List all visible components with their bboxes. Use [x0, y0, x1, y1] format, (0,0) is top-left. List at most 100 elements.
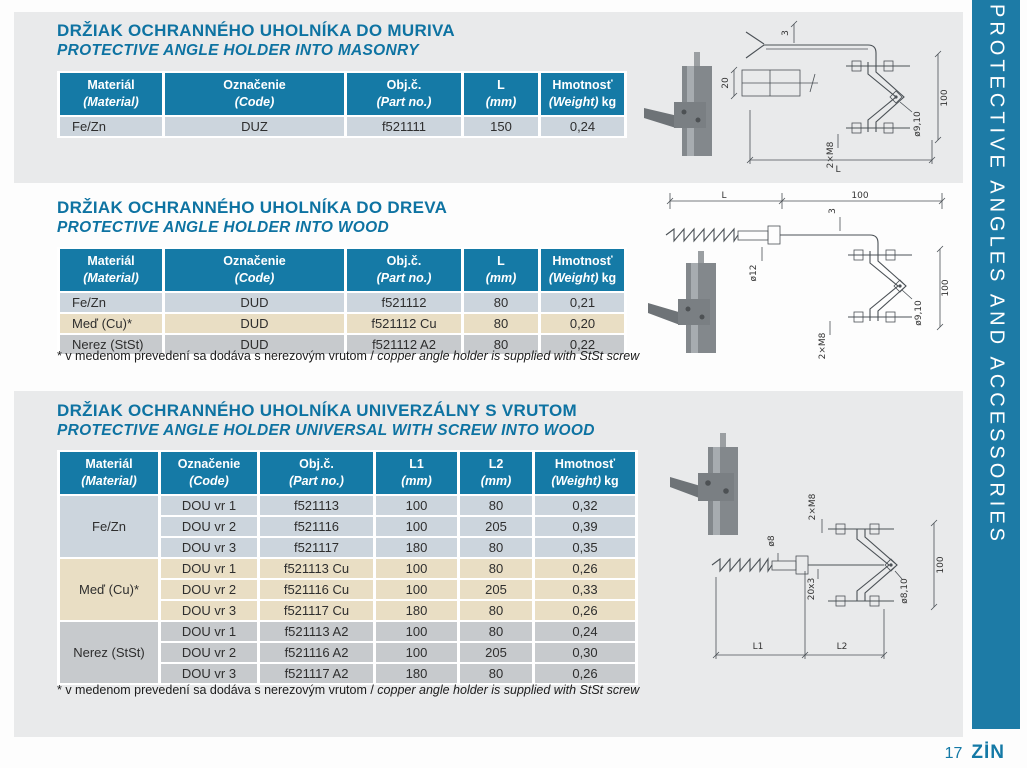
cell-l: 150: [461, 114, 541, 138]
cell-part: f521111: [344, 114, 464, 138]
header-row: Materiál (Material) Označenie (Code) Obj.č…: [57, 71, 627, 117]
dim-label-thickness: 3: [828, 208, 838, 214]
dim-label-100: 100: [936, 556, 946, 573]
table-row: DOU vr 3 f521117 A2 180 80 0,26: [59, 661, 638, 685]
cell-weight: 0,30: [532, 640, 638, 664]
cell-weight: 0,20: [538, 311, 627, 335]
dim-label-100-top: 100: [851, 191, 868, 201]
cell-code: DOU vr 2: [158, 514, 260, 538]
product-table-wood: Materiál (Material) Označenie (Code) Obj.č…: [57, 247, 627, 356]
table-row: DOU vr 3 f521117 180 80 0,35: [59, 535, 638, 559]
product-table-universal: Materiál (Material) Označenie (Code) Obj.č…: [57, 450, 638, 685]
cell-part: f521116 A2: [257, 640, 376, 664]
cell-l1: 100: [373, 619, 460, 643]
cell-l2: 80: [457, 619, 535, 643]
cell-part: f521112 A2: [344, 332, 464, 356]
cell-part: f521112 Cu: [344, 311, 464, 335]
table-row: DOU vr 3 f521117 Cu 180 80 0,26: [59, 598, 638, 622]
section-wood: DRŽIAK OCHRANNÉHO UHOLNÍKA DO DREVA PROT…: [14, 183, 963, 391]
col-l: L (mm): [461, 71, 541, 117]
cell-l1: 180: [373, 598, 460, 622]
section-title-sk: DRŽIAK OCHRANNÉHO UHOLNÍKA DO DREVA: [57, 198, 448, 217]
cell-part: f521113: [257, 493, 376, 517]
cell-part: f521117: [257, 535, 376, 559]
dim-label-100: 100: [941, 279, 951, 296]
cell-l2: 205: [457, 640, 535, 664]
dim-label-hole: ø9,10: [913, 111, 923, 137]
product-table-masonry: Materiál (Material) Označenie (Code) Obj.č…: [57, 71, 627, 138]
table-row: Meď (Cu)* DUD f521112 Cu 80 0,20: [57, 311, 627, 335]
cell-code: DUZ: [162, 114, 347, 138]
cell-l: 80: [461, 332, 541, 356]
cell-part: f521112: [344, 290, 464, 314]
product-photo-universal: [670, 433, 738, 535]
col-material: Materiál (Material): [57, 71, 165, 117]
cell-code: DUD: [162, 290, 347, 314]
cell-code: DOU vr 3: [158, 598, 260, 622]
cell-weight: 0,26: [532, 598, 638, 622]
col-l: L (mm): [461, 247, 541, 293]
footnote: * v medenom prevedení sa dodáva s nerezo…: [57, 349, 640, 363]
cell-material: Meď (Cu)*: [57, 311, 165, 335]
col-l1: L1 (mm): [373, 450, 460, 496]
table-row: Nerez (StSt) DOU vr 1 f521113 A2 100 80 …: [57, 619, 638, 685]
section-title-sk: DRŽIAK OCHRANNÉHO UHOLNÍKA UNIVERZÁLNY S…: [57, 401, 578, 420]
col-code: Označenie (Code): [158, 450, 260, 496]
cell-weight: 0,21: [538, 290, 627, 314]
col-part: Obj.č. (Part no.): [344, 247, 464, 293]
cell-code: DOU vr 1: [158, 556, 260, 580]
col-part: Obj.č. (Part no.): [257, 450, 376, 496]
cell-l2: 205: [457, 514, 535, 538]
col-code: Označenie (Code): [162, 71, 347, 117]
section-universal: DRŽIAK OCHRANNÉHO UHOLNÍKA UNIVERZÁLNY S…: [14, 391, 963, 737]
col-l2: L2 (mm): [457, 450, 535, 496]
dim-label-l2: L2: [837, 642, 848, 652]
technical-drawing-wood: L 100 ø12 3: [665, 191, 951, 359]
cell-material-group: Fe/Zn: [57, 493, 161, 559]
dim-label-hole: ø9,10: [914, 300, 924, 326]
cell-weight: 0,24: [532, 619, 638, 643]
diagram-universal: 2×M8 ø8 20x3 ø8,: [642, 419, 957, 677]
cell-weight: 0,26: [532, 661, 638, 685]
cell-l1: 180: [373, 661, 460, 685]
dim-label-bar: 20x3: [807, 578, 817, 601]
dim-label-length: L: [835, 165, 840, 175]
section-masonry: DRŽIAK OCHRANNÉHO UHOLNÍKA DO MURIVA PRO…: [14, 12, 963, 183]
section-title-sk: DRŽIAK OCHRANNÉHO UHOLNÍKA DO MURIVA: [57, 21, 456, 40]
table-row: DOU vr 2 f521116 A2 100 205 0,30: [59, 640, 638, 664]
cell-weight: 0,24: [538, 114, 627, 138]
dim-label-bolts: 2×M8: [818, 332, 828, 359]
table-row: Nerez (StSt) DUD f521112 A2 80 0,22: [57, 332, 627, 356]
side-tab: PROTECTIVE ANGLES AND ACCESSORIES: [972, 0, 1020, 729]
cell-l1: 100: [373, 556, 460, 580]
cell-code: DOU vr 2: [158, 577, 260, 601]
cell-code: DOU vr 1: [158, 619, 260, 643]
page-number: 17: [944, 745, 963, 762]
diagram-wood: L 100 ø12 3: [642, 189, 957, 361]
cell-l2: 80: [457, 556, 535, 580]
cell-l: 80: [461, 311, 541, 335]
dim-label-bolts: 2×M8: [808, 493, 818, 520]
dim-label-20: 20: [721, 77, 731, 89]
cell-l1: 180: [373, 535, 460, 559]
cell-l2: 80: [457, 535, 535, 559]
product-photo-masonry: [644, 52, 712, 156]
header-row: Materiál (Material) Označenie (Code) Obj.č…: [57, 450, 638, 496]
dim-label-screw-dia: ø8: [767, 535, 777, 547]
col-material: Materiál (Material): [57, 450, 161, 496]
cell-l1: 100: [373, 577, 460, 601]
section-title-en: PROTECTIVE ANGLE HOLDER UNIVERSAL WITH S…: [57, 422, 595, 439]
cell-weight: 0,32: [532, 493, 638, 517]
col-weight: Hmotnosť (Weight) kg: [532, 450, 638, 496]
technical-drawing-universal: 2×M8 ø8 20x3 ø8,: [711, 493, 946, 659]
cell-code: DUD: [162, 311, 347, 335]
table-row: DOU vr 2 f521116 Cu 100 205 0,33: [59, 577, 638, 601]
cell-l1: 100: [373, 640, 460, 664]
dim-label-length: L: [721, 191, 726, 201]
cell-l1: 100: [373, 493, 460, 517]
dim-label-screw-dia: ø12: [749, 265, 759, 282]
cell-weight: 0,35: [532, 535, 638, 559]
cell-l1: 100: [373, 514, 460, 538]
cell-part: f521117 Cu: [257, 598, 376, 622]
